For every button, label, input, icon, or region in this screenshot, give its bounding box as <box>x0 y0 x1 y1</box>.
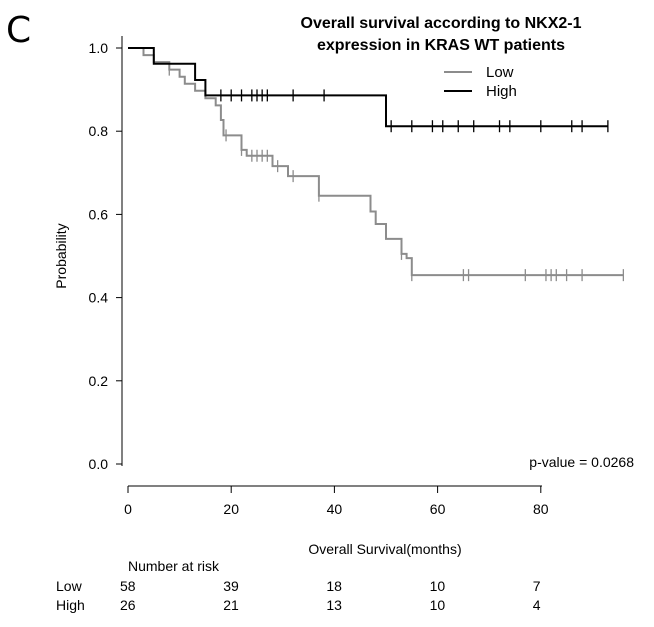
risk-value-high: 10 <box>430 597 446 613</box>
y-tick-label: 0.4 <box>89 290 109 306</box>
risk-value-high: 26 <box>120 597 136 613</box>
x-tick-label: 80 <box>533 501 549 517</box>
y-tick-label: 0.6 <box>89 206 109 222</box>
curve-low <box>128 47 624 277</box>
p-value: p-value = 0.0268 <box>529 454 634 470</box>
survival-curves <box>128 47 625 282</box>
risk-value-low: 18 <box>326 578 342 594</box>
y-axis-label: Probability <box>53 223 69 288</box>
x-axis-ticks: 0 20 40 60 80 <box>124 486 549 517</box>
risk-value-low: 58 <box>120 578 136 594</box>
x-tick-label: 0 <box>124 501 132 517</box>
risk-row-label-low: Low <box>56 578 83 594</box>
risk-value-high: 21 <box>223 597 239 613</box>
y-tick-label: 0.8 <box>89 123 109 139</box>
x-tick-label: 60 <box>430 501 446 517</box>
risk-value-high: 4 <box>533 597 541 613</box>
chart-title-line-2: expression in KRAS WT patients <box>317 37 565 54</box>
risk-value-high: 13 <box>326 597 342 613</box>
y-tick-label: 0.2 <box>89 373 109 389</box>
risk-table-values: 58 39 18 10 7 26 21 13 10 4 <box>120 578 541 613</box>
legend-label-low: Low <box>486 64 514 81</box>
risk-row-label-high: High <box>56 597 85 613</box>
x-tick-label: 20 <box>223 501 239 517</box>
risk-value-low: 39 <box>223 578 239 594</box>
risk-table-title: Number at risk <box>128 558 220 574</box>
x-tick-label: 40 <box>327 501 343 517</box>
risk-value-low: 10 <box>430 578 446 594</box>
risk-value-low: 7 <box>533 578 541 594</box>
legend-label-high: High <box>486 83 517 100</box>
risk-table: Number at risk Low High 58 39 18 10 7 26 21 13 1… <box>56 558 541 613</box>
curve-high <box>128 47 608 128</box>
legend: Low High <box>444 64 517 100</box>
panel-letter: C <box>6 10 31 51</box>
y-tick-label: 1.0 <box>89 40 109 56</box>
x-axis-label: Overall Survival(months) <box>308 541 461 557</box>
y-axis-ticks: 0.0 0.2 0.4 0.6 0.8 1.0 <box>89 40 122 472</box>
chart-title-line-1: Overall survival according to NKX2-1 <box>301 15 582 32</box>
y-tick-label: 0.0 <box>89 456 109 472</box>
